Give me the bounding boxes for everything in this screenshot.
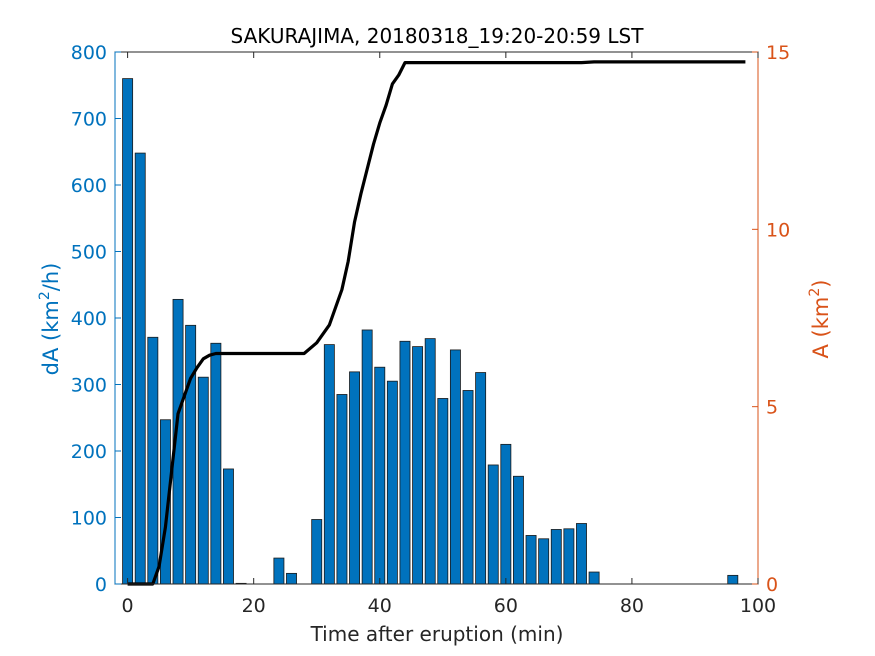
bottom-axis: 0 20 40 60 80 100 <box>122 52 776 617</box>
x-axis-label: Time after eruption (min) <box>310 622 564 646</box>
bottom-tick-label: 20 <box>242 595 266 617</box>
bar <box>197 376 209 585</box>
y-axis-label-left: dA (km2/h) <box>37 263 63 376</box>
y-axis-label-right: A (km2) <box>807 280 833 359</box>
bar <box>538 538 550 585</box>
y-right-label-tail: ) <box>809 280 833 288</box>
bottom-tick-label: 100 <box>740 595 776 617</box>
bar <box>185 324 197 585</box>
left-tick-label: 600 <box>71 175 107 197</box>
left-tick-label: 300 <box>71 375 107 397</box>
left-tick-label: 700 <box>71 109 107 131</box>
left-tick-label: 0 <box>95 574 107 596</box>
bar <box>399 340 411 585</box>
bar <box>210 342 222 585</box>
bar <box>513 475 524 585</box>
bar <box>588 571 600 585</box>
left-tick-label: 400 <box>71 308 107 330</box>
right-tick-label: 0 <box>766 574 778 596</box>
y-right-label-base: A (km <box>809 297 833 359</box>
bar <box>487 464 499 585</box>
left-tick-label: 800 <box>71 42 107 64</box>
bottom-tick-label: 80 <box>620 595 644 617</box>
bar <box>475 372 487 585</box>
left-tick-label: 500 <box>71 242 107 264</box>
y-left-label-base: dA (km <box>39 300 63 375</box>
bar <box>349 371 360 585</box>
bar <box>311 519 323 585</box>
bar <box>122 78 134 585</box>
bar <box>147 336 159 585</box>
y-left-label-superscript: 2 <box>37 291 53 300</box>
right-tick-label: 15 <box>766 42 790 64</box>
bar <box>336 394 348 585</box>
left-tick-label: 100 <box>71 508 107 530</box>
y-left-label-tail: /h) <box>39 263 63 292</box>
bar <box>727 574 739 585</box>
bar <box>424 338 436 585</box>
right-tick-label: 10 <box>766 219 790 241</box>
bar <box>550 529 562 585</box>
bar <box>374 366 386 585</box>
chart-title: SAKURAJIMA, 20180318_19:20-20:59 LST <box>231 24 645 48</box>
bar <box>273 557 285 585</box>
right-axis: 0 5 10 15 <box>752 42 790 596</box>
y-right-label-superscript: 2 <box>807 288 823 297</box>
bar <box>563 528 575 585</box>
bar <box>500 443 512 585</box>
bar <box>437 398 449 585</box>
bar <box>576 523 587 585</box>
bottom-tick-label: 60 <box>494 595 518 617</box>
bar <box>386 380 398 585</box>
bar <box>286 572 297 585</box>
right-tick-label: 5 <box>766 397 778 419</box>
bar <box>525 535 537 585</box>
cumulative-area-line <box>127 60 746 586</box>
bar <box>449 349 461 585</box>
bar <box>323 344 335 585</box>
bar <box>134 152 146 585</box>
bar-series <box>122 78 739 585</box>
left-axis: 0 100 200 300 400 500 600 700 800 <box>71 42 121 596</box>
bar <box>462 390 474 585</box>
bar <box>412 346 424 585</box>
bar <box>361 329 373 585</box>
bottom-tick-label: 40 <box>368 595 392 617</box>
bottom-tick-label: 0 <box>122 595 134 617</box>
left-tick-label: 200 <box>71 441 107 463</box>
bar <box>223 468 234 585</box>
